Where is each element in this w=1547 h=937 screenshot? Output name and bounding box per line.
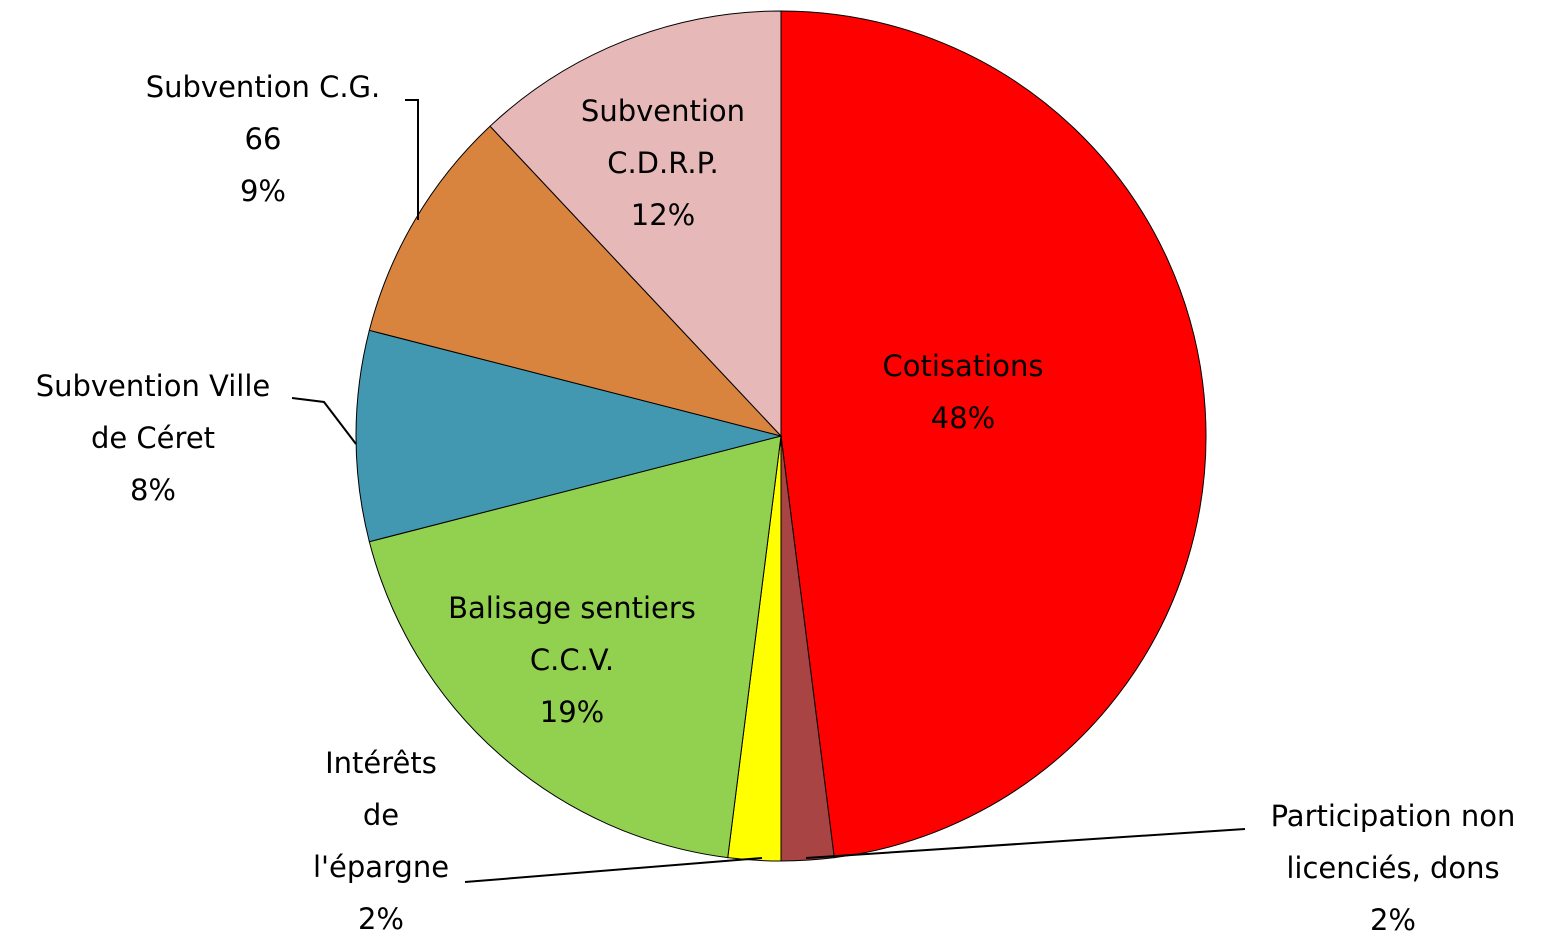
slice-label-line: C.D.R.P. <box>607 146 719 180</box>
slice-label-line: 66 <box>245 122 282 156</box>
slice-label: Intérêts de l'épargne <box>313 746 449 884</box>
slice-value-label: 2% <box>358 902 404 936</box>
slice-label: Subvention Ville de Céret <box>36 369 271 455</box>
slice-value-label: 12% <box>631 198 695 232</box>
slice-label-line: l'épargne <box>313 850 449 884</box>
slice-label-line: Intérêts <box>325 746 437 780</box>
slice-label-line: Cotisations <box>883 349 1044 383</box>
slice-label-line: C.C.V. <box>530 643 614 677</box>
pie-slice <box>489 10 782 438</box>
slice-label: Subvention C.G. 66 <box>146 70 381 156</box>
slice-label-line: Subvention <box>581 94 745 128</box>
slice-label-line: Participation non <box>1271 799 1516 833</box>
pie-slice <box>355 329 782 543</box>
pie-slice <box>368 435 782 859</box>
pie-slice <box>780 10 1207 859</box>
slice-label: Balisage sentiers C.C.V. <box>448 591 696 677</box>
slice-value-label: 48% <box>931 401 995 435</box>
leader-line <box>805 828 1246 859</box>
slice-value-label: 8% <box>130 473 176 507</box>
slice-label-line: Balisage sentiers <box>448 591 696 625</box>
slice-label-line: Subvention Ville <box>36 369 271 403</box>
slice-value-label: 2% <box>1370 903 1416 937</box>
slice-value-label: 9% <box>240 174 286 208</box>
slice-value-label: 19% <box>540 695 604 729</box>
slice-label: Participation non licenciés, dons <box>1271 799 1516 885</box>
leader-line <box>291 397 357 445</box>
leader-line <box>464 857 763 883</box>
pie-slice <box>368 125 783 437</box>
slice-label-line: de <box>363 798 399 832</box>
slices <box>355 10 1207 862</box>
slice-label-line: de Céret <box>91 421 215 455</box>
slice-label-line: Subvention C.G. <box>146 70 381 104</box>
slice-label: Cotisations <box>883 349 1044 383</box>
slice-label-line: licenciés, dons <box>1286 851 1499 885</box>
leader-line <box>405 99 419 220</box>
leader-lines <box>291 99 1246 883</box>
slice-label: Subvention C.D.R.P. <box>581 94 745 180</box>
